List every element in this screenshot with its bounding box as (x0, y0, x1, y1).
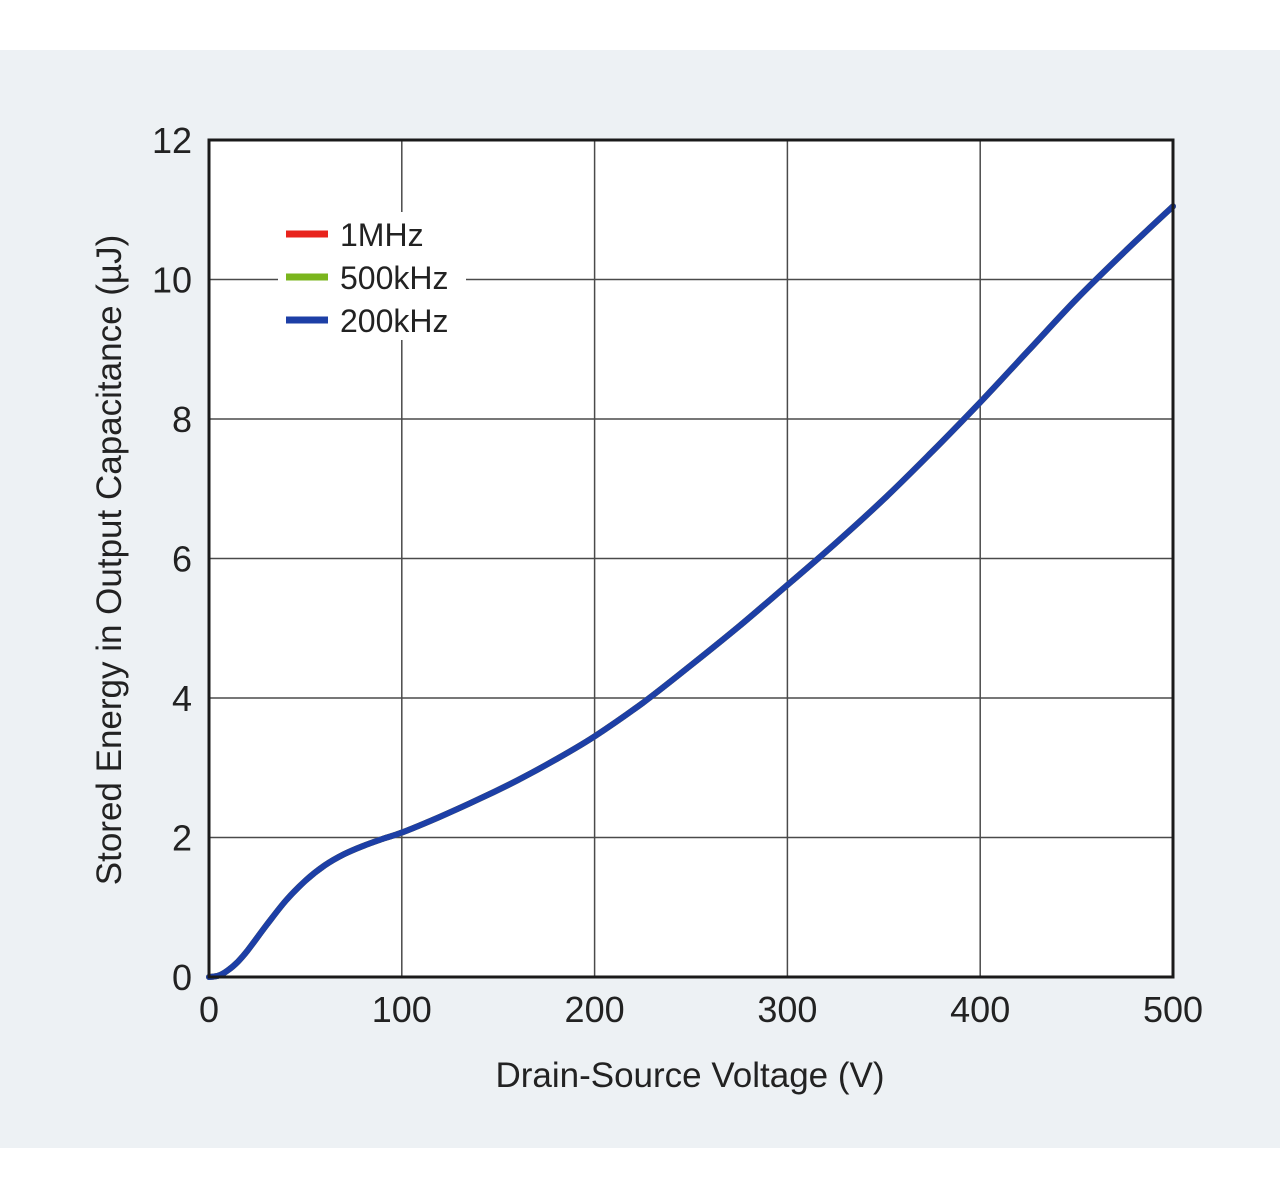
y-tick-label: 2 (172, 818, 192, 859)
y-tick-label: 4 (172, 678, 192, 719)
legend-label: 200kHz (340, 303, 449, 339)
x-tick-label: 100 (372, 989, 432, 1030)
series-line-200khz (206, 203, 1176, 980)
y-tick-labels: 0 2 4 6 8 10 12 (152, 120, 192, 998)
y-tick-label: 12 (152, 120, 192, 161)
legend-label: 500kHz (340, 260, 449, 296)
y-tick-label: 10 (152, 260, 192, 301)
y-tick-label: 6 (172, 539, 192, 580)
series-lines (206, 203, 1176, 980)
x-tick-label: 200 (565, 989, 625, 1030)
x-tick-label: 400 (950, 989, 1010, 1030)
x-tick-label: 300 (757, 989, 817, 1030)
legend: 1MHz 500kHz 200kHz (278, 212, 466, 340)
y-tick-label: 8 (172, 399, 192, 440)
x-tick-label: 0 (199, 989, 219, 1030)
plot-border (207, 138, 1175, 979)
x-tick-labels: 0 100 200 300 400 500 (199, 989, 1203, 1030)
x-axis-label: Drain-Source Voltage (V) (495, 1056, 884, 1095)
y-tick-label: 0 (172, 957, 192, 998)
y-axis-label: Stored Energy in Output Capacitance (µJ) (90, 235, 129, 886)
legend-label: 1MHz (340, 217, 424, 253)
x-tick-label: 500 (1143, 989, 1203, 1030)
